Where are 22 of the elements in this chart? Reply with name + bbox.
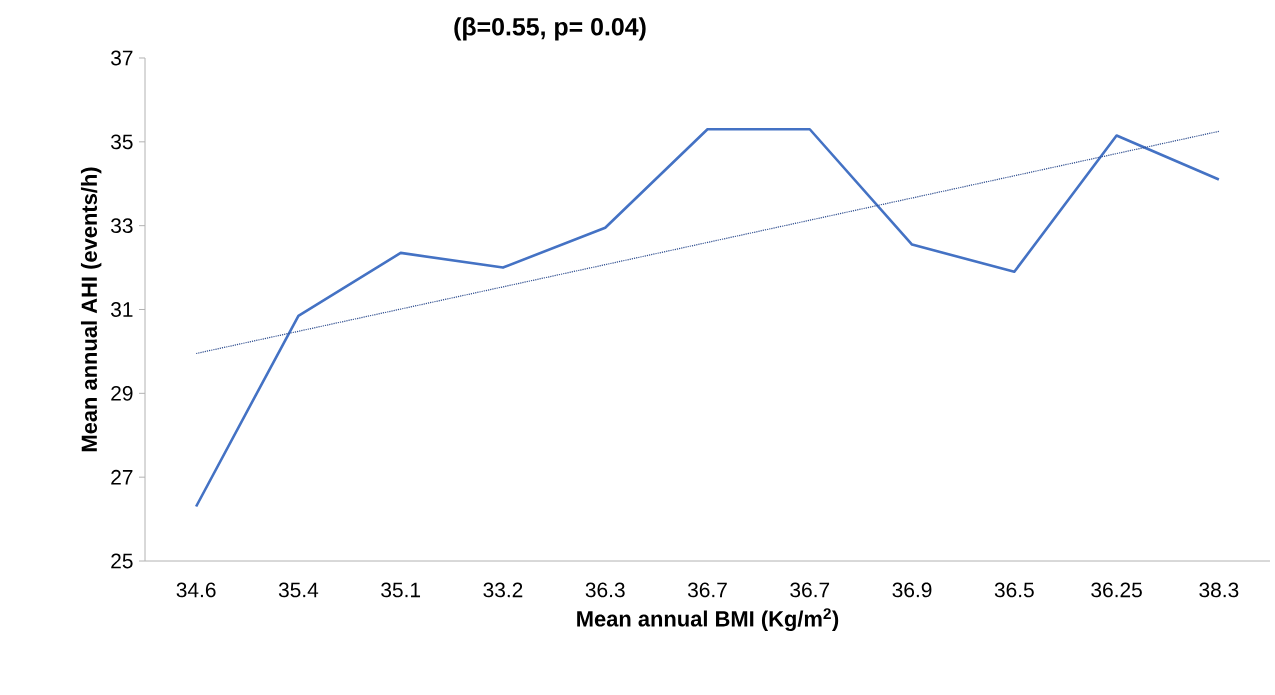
x-tick-label: 34.6 [176, 582, 216, 598]
x-tick-label: 36.5 [994, 582, 1034, 598]
y-tick-label: 29 [111, 385, 133, 401]
x-tick-label: 33.2 [483, 582, 523, 598]
x-tick-label: 36.7 [790, 582, 830, 598]
chart-title: (β=0.55, p= 0.04) [454, 17, 646, 41]
y-tick-label: 31 [111, 302, 133, 317]
y-axis-title: Mean annual AHI (events/h) [80, 167, 102, 452]
y-tick-label: 35 [111, 134, 133, 150]
y-tick-label: 27 [111, 469, 133, 485]
x-tick-label: 35.1 [381, 582, 421, 598]
x-tick-label: 36.3 [585, 582, 625, 598]
y-tick-label: 33 [111, 218, 133, 234]
x-tick-label: 35.4 [278, 582, 319, 598]
x-axis-title: Mean annual BMI (Kg/m$^{2}$) [577, 608, 839, 632]
x-tick-label: 38.3 [1199, 582, 1239, 598]
x-tick-label: 36.7 [687, 582, 727, 598]
x-tick-label: 36.9 [892, 582, 932, 598]
y-tick-label: 37 [111, 50, 133, 66]
line-series [194, 127, 1221, 508]
y-tick-label: 25 [111, 553, 133, 569]
x-tick-label: 36.25 [1091, 582, 1142, 598]
